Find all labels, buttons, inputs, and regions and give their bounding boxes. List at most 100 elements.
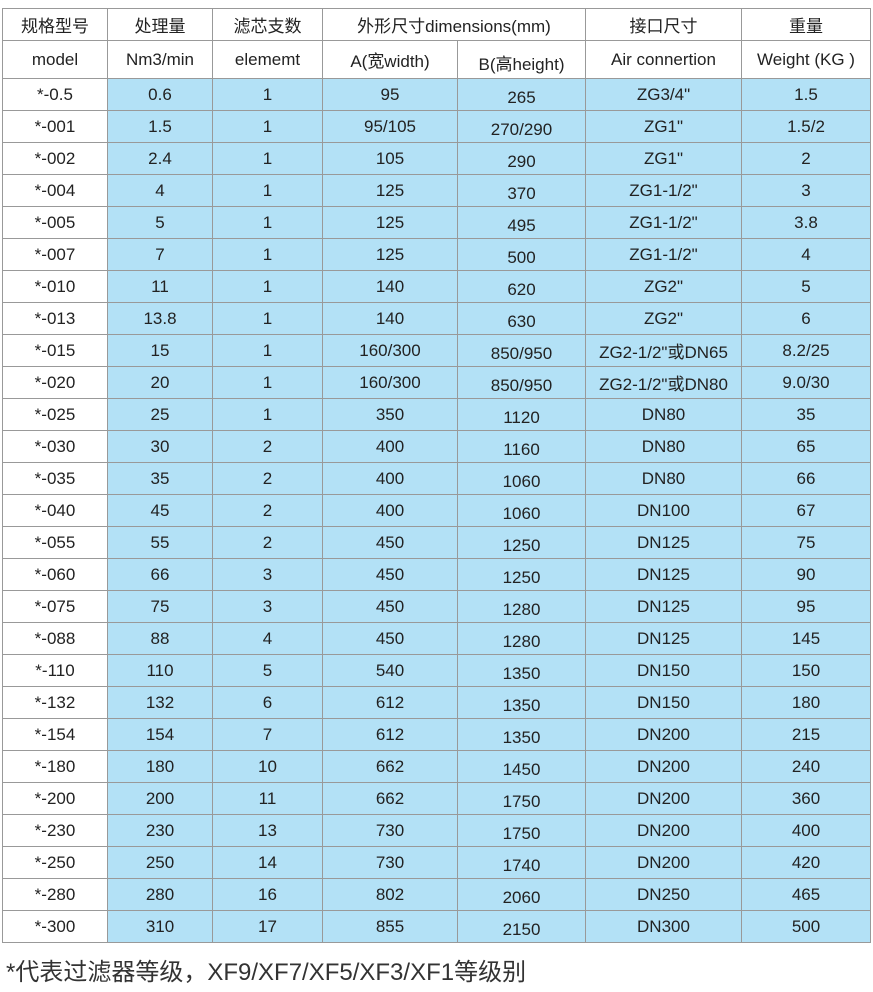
cell-flow: 280 (107, 878, 213, 911)
cell-flow: 230 (107, 814, 213, 847)
cell-element: 2 (212, 526, 323, 559)
cell-element: 1 (212, 174, 323, 207)
cell-connection: DN150 (585, 654, 742, 687)
cell-flow: 310 (107, 910, 213, 943)
cell-flow: 0.6 (107, 78, 213, 111)
cell-weight: 6 (741, 302, 871, 335)
cell-weight: 35 (741, 398, 871, 431)
cell-height: 1750 (457, 814, 586, 847)
cell-weight: 400 (741, 814, 871, 847)
header-element: elememt (212, 40, 323, 79)
cell-flow: 154 (107, 718, 213, 751)
header-weight-cn: 重量 (741, 8, 871, 41)
cell-connection: DN250 (585, 878, 742, 911)
spec-table: 规格型号 处理量 滤芯支数 外形尺寸dimensions(mm) 接口尺寸 重量… (2, 8, 871, 943)
cell-height: 1060 (457, 462, 586, 495)
cell-weight: 67 (741, 494, 871, 527)
cell-model: *-154 (2, 718, 108, 751)
cell-flow: 110 (107, 654, 213, 687)
cell-height: 2060 (457, 878, 586, 911)
cell-element: 10 (212, 750, 323, 783)
cell-model: *-088 (2, 622, 108, 655)
header-dimensions: 外形尺寸dimensions(mm) (322, 8, 586, 41)
cell-connection: ZG2-1/2"或DN80 (585, 366, 742, 399)
cell-element: 1 (212, 270, 323, 303)
table-row: *-035 35 2 400 1060 DN80 66 (2, 462, 871, 495)
cell-weight: 180 (741, 686, 871, 719)
cell-element: 3 (212, 590, 323, 623)
header-connection-cn: 接口尺寸 (585, 8, 742, 41)
cell-model: *-055 (2, 526, 108, 559)
cell-model: *-040 (2, 494, 108, 527)
cell-weight: 1.5/2 (741, 110, 871, 143)
table-row: *-030 30 2 400 1160 DN80 65 (2, 430, 871, 463)
table-row: *-250 250 14 730 1740 DN200 420 (2, 846, 871, 879)
cell-height: 1350 (457, 718, 586, 751)
cell-flow: 35 (107, 462, 213, 495)
cell-model: *-004 (2, 174, 108, 207)
cell-width: 125 (322, 206, 458, 239)
cell-element: 1 (212, 142, 323, 175)
cell-flow: 15 (107, 334, 213, 367)
cell-element: 13 (212, 814, 323, 847)
cell-element: 1 (212, 366, 323, 399)
cell-height: 370 (457, 174, 586, 207)
cell-width: 160/300 (322, 366, 458, 399)
cell-height: 1280 (457, 590, 586, 623)
table-row: *-040 45 2 400 1060 DN100 67 (2, 494, 871, 527)
cell-height: 1120 (457, 398, 586, 431)
cell-model: *-200 (2, 782, 108, 815)
cell-model: *-230 (2, 814, 108, 847)
table-row: *-060 66 3 450 1250 DN125 90 (2, 558, 871, 591)
cell-weight: 90 (741, 558, 871, 591)
cell-element: 2 (212, 462, 323, 495)
table-row: *-132 132 6 612 1350 DN150 180 (2, 686, 871, 719)
cell-flow: 55 (107, 526, 213, 559)
cell-height: 1450 (457, 750, 586, 783)
cell-weight: 65 (741, 430, 871, 463)
cell-connection: ZG2" (585, 270, 742, 303)
cell-model: *-075 (2, 590, 108, 623)
cell-height: 290 (457, 142, 586, 175)
cell-height: 630 (457, 302, 586, 335)
cell-weight: 8.2/25 (741, 334, 871, 367)
header-flow-cn: 处理量 (107, 8, 213, 41)
cell-element: 1 (212, 398, 323, 431)
table-row: *-230 230 13 730 1750 DN200 400 (2, 814, 871, 847)
cell-connection: DN200 (585, 750, 742, 783)
cell-flow: 200 (107, 782, 213, 815)
table-row: *-005 5 1 125 495 ZG1-1/2" 3.8 (2, 206, 871, 239)
cell-connection: ZG2" (585, 302, 742, 335)
cell-weight: 360 (741, 782, 871, 815)
cell-flow: 45 (107, 494, 213, 527)
table-row: *-200 200 11 662 1750 DN200 360 (2, 782, 871, 815)
header-weight: Weight (KG ) (741, 40, 871, 79)
table-row: *-0.5 0.6 1 95 265 ZG3/4" 1.5 (2, 78, 871, 111)
cell-flow: 132 (107, 686, 213, 719)
header-row-2: model Nm3/min elememt A(宽width) B(高heigh… (2, 40, 871, 79)
cell-width: 730 (322, 846, 458, 879)
cell-model: *-035 (2, 462, 108, 495)
cell-flow: 13.8 (107, 302, 213, 335)
cell-height: 265 (457, 78, 586, 111)
cell-connection: ZG1" (585, 142, 742, 175)
table-row: *-002 2.4 1 105 290 ZG1" 2 (2, 142, 871, 175)
cell-connection: DN200 (585, 782, 742, 815)
cell-model: *-002 (2, 142, 108, 175)
cell-weight: 3.8 (741, 206, 871, 239)
cell-flow: 30 (107, 430, 213, 463)
cell-weight: 3 (741, 174, 871, 207)
cell-element: 7 (212, 718, 323, 751)
cell-connection: DN200 (585, 814, 742, 847)
table-row: *-110 110 5 540 1350 DN150 150 (2, 654, 871, 687)
cell-height: 1740 (457, 846, 586, 879)
table-row: *-001 1.5 1 95/105 270/290 ZG1" 1.5/2 (2, 110, 871, 143)
cell-flow: 25 (107, 398, 213, 431)
table-row: *-004 4 1 125 370 ZG1-1/2" 3 (2, 174, 871, 207)
cell-width: 662 (322, 782, 458, 815)
cell-height: 850/950 (457, 334, 586, 367)
cell-connection: DN200 (585, 718, 742, 751)
cell-model: *-110 (2, 654, 108, 687)
cell-flow: 4 (107, 174, 213, 207)
